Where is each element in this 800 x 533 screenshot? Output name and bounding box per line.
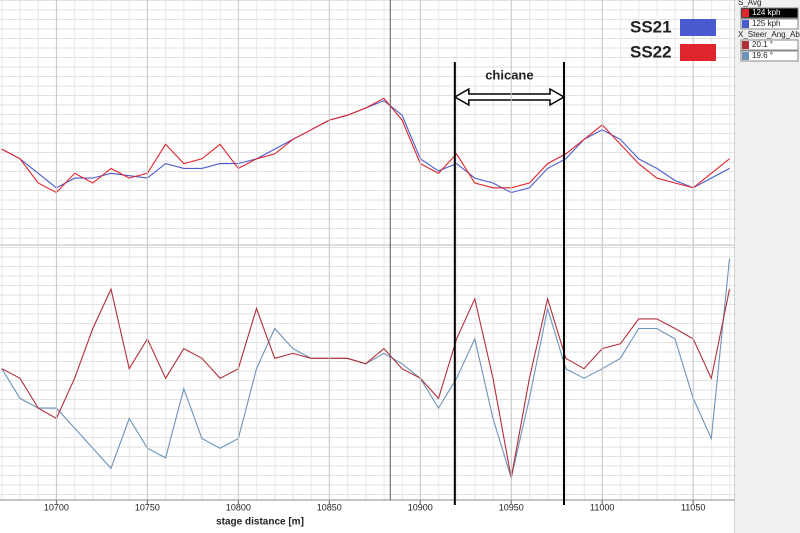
legend-swatch (680, 19, 716, 36)
x-tick-label: 10950 (499, 502, 524, 512)
channel-name: S_Avg (738, 0, 761, 7)
readout-box (740, 39, 799, 51)
readout-swatch (742, 41, 749, 49)
legend-label: SS21 (630, 17, 672, 36)
x-tick-label: 10800 (226, 502, 251, 512)
x-tick-label: 11000 (590, 502, 614, 512)
x-axis-label: stage distance [m] (216, 517, 304, 528)
readout-swatch (742, 9, 749, 17)
x-tick-label: 10700 (44, 502, 69, 512)
series-line (1, 287, 731, 478)
annotation-label: chicane (485, 67, 533, 82)
readout-swatch (742, 52, 749, 60)
x-tick-label: 10750 (135, 502, 160, 512)
readout-box (740, 50, 799, 62)
annotation-arrow (453, 87, 566, 107)
series-line (1, 97, 730, 194)
readout-box (740, 7, 799, 19)
readout-box (740, 18, 799, 30)
readout-value: 20.1 ° (752, 40, 773, 49)
readout-value: 125 kph (752, 19, 780, 28)
readout-panel (735, 0, 800, 533)
x-tick-label: 10900 (408, 502, 433, 512)
x-tick-label: 10850 (317, 502, 342, 512)
readout-value: 19.6 ° (752, 51, 773, 60)
channel-name: X_Steer_Ang_Abs (738, 30, 800, 39)
legend-swatch (680, 44, 716, 61)
legend-label: SS22 (630, 42, 672, 61)
readout-value: 124 kph (752, 8, 780, 17)
x-tick-label: 11050 (681, 502, 705, 512)
grid-background (0, 0, 735, 500)
readout-swatch (742, 20, 749, 28)
